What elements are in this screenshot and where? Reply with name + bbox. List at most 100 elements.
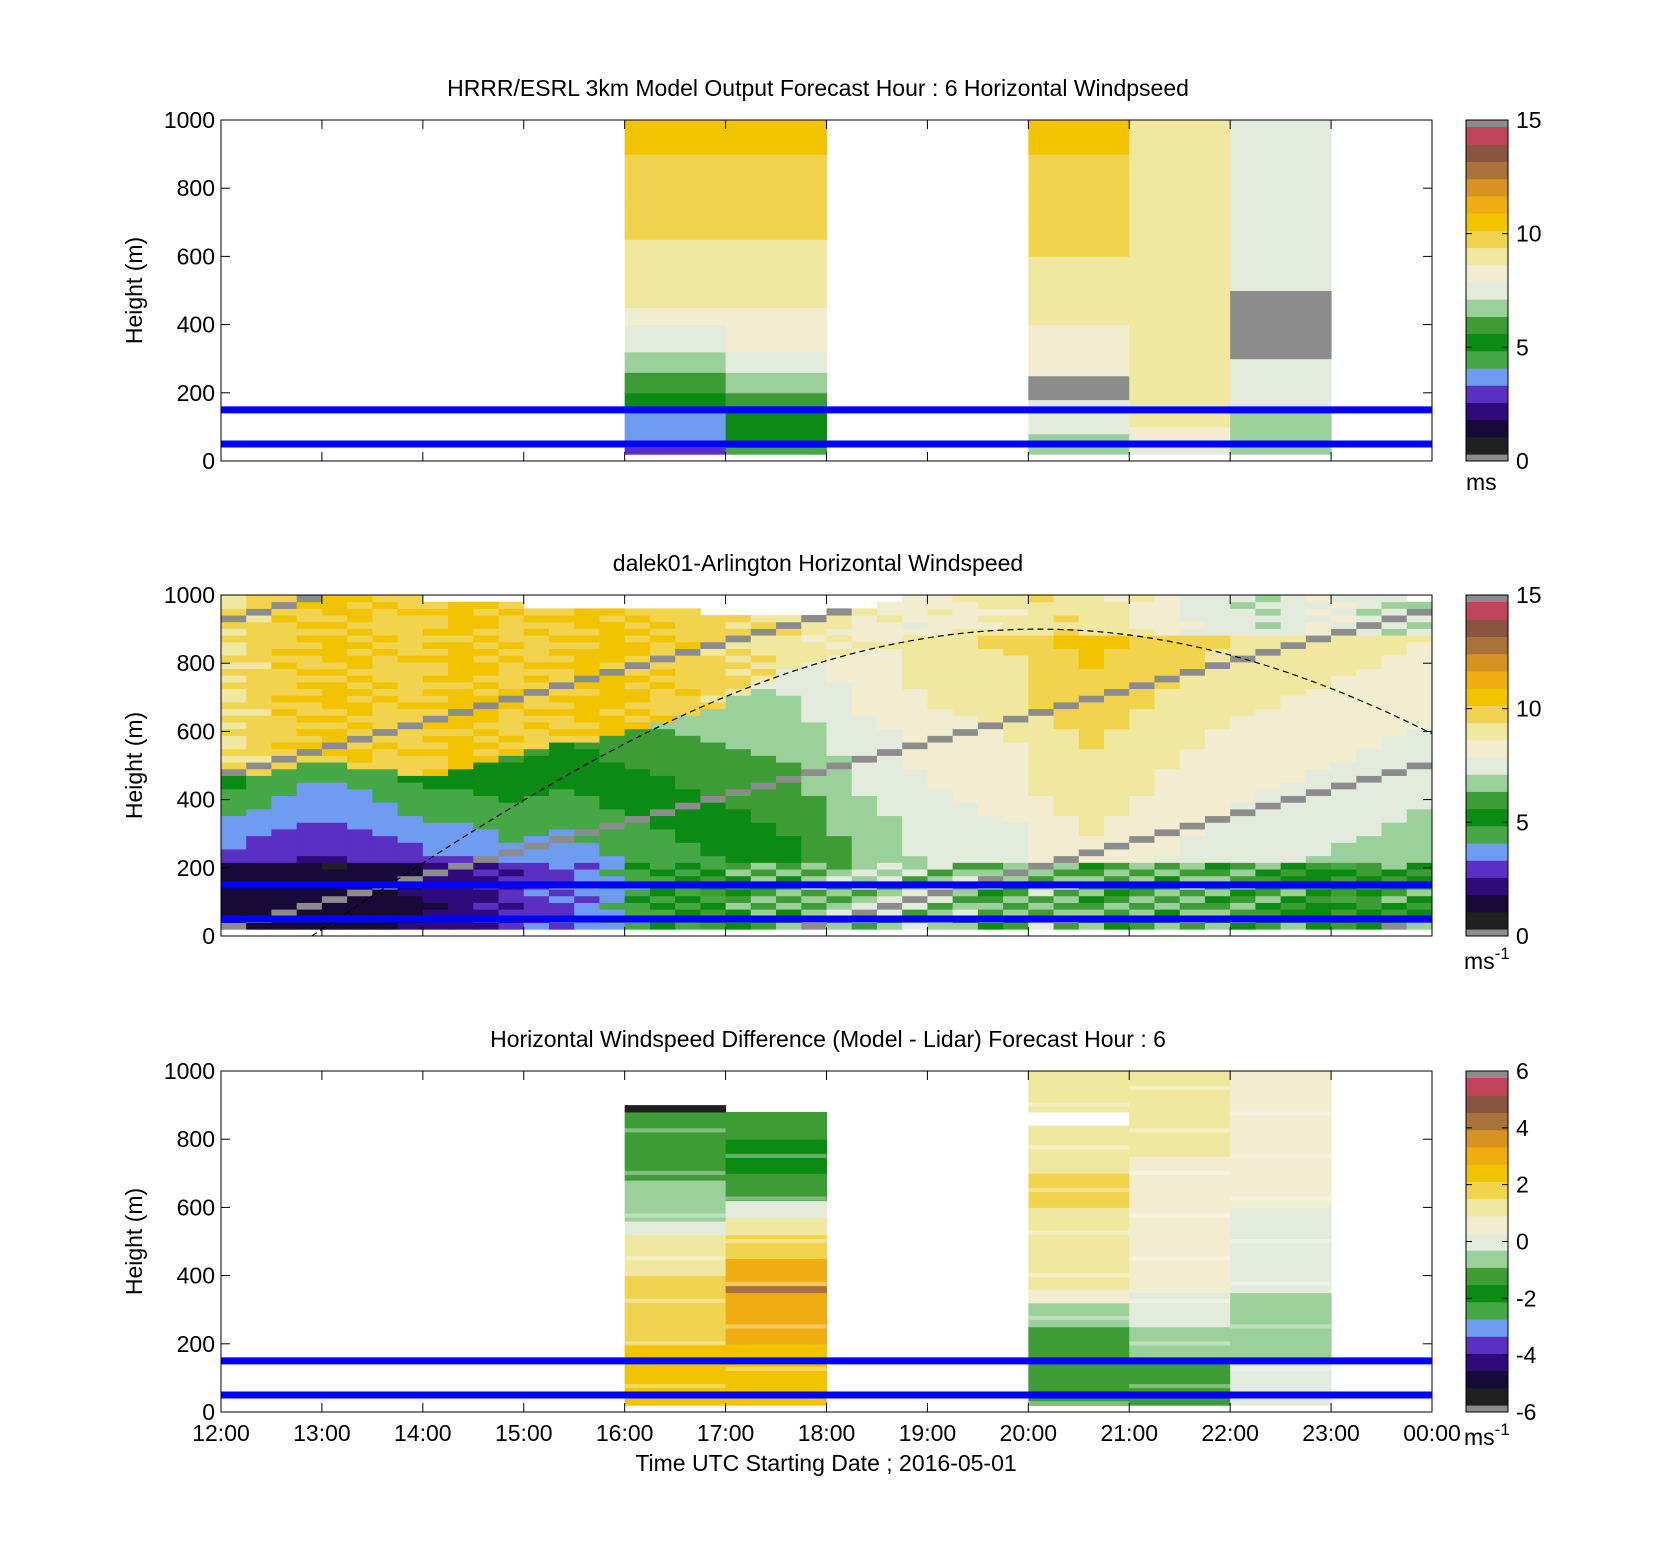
heatmap-cell <box>977 742 1004 750</box>
heatmap-cell <box>1104 922 1130 930</box>
colorbar-unit-label: ms-1 <box>1464 944 1510 974</box>
heatmap-cell <box>1154 615 1181 623</box>
heatmap-cell <box>296 795 323 803</box>
heatmap-cell <box>296 835 323 843</box>
panel-lidar-title: dalek01-Arlington Horizontal Windspeed <box>613 550 1023 576</box>
heatmap-cell <box>523 701 550 710</box>
heatmap-cell <box>977 681 1004 690</box>
heatmap-cell <box>1028 842 1055 850</box>
heatmap-cell <box>372 775 399 783</box>
heatmap-cell <box>347 815 373 823</box>
heatmap-cell <box>1129 695 1155 703</box>
heatmap-cell <box>624 695 651 703</box>
heatmap-cell <box>649 715 676 723</box>
heatmap-cell <box>952 675 979 683</box>
heatmap-cell <box>1204 701 1231 710</box>
heatmap-cell <box>321 808 348 817</box>
heatmap-cell <box>473 715 500 723</box>
heatmap-cell <box>801 775 827 783</box>
heatmap-cell <box>1078 768 1105 776</box>
heatmap-cell <box>1356 815 1383 823</box>
heatmap-cell-stripe <box>1129 1256 1231 1261</box>
heatmap-cell <box>776 715 802 723</box>
heatmap-cell <box>1255 822 1282 830</box>
heatmap-cell <box>1104 661 1130 670</box>
heatmap-cell <box>801 735 827 743</box>
heatmap-cell <box>1305 902 1332 910</box>
heatmap-cell <box>372 755 399 763</box>
heatmap-cell <box>927 808 954 817</box>
heatmap-cell <box>473 742 500 750</box>
heatmap-cell <box>1204 715 1231 723</box>
heatmap-cell <box>1280 762 1307 770</box>
heatmap-cell <box>1305 695 1332 703</box>
heatmap-cell <box>649 721 676 730</box>
heatmap-cell <box>1028 621 1055 629</box>
heatmap-cell <box>473 815 500 823</box>
heatmap-cell <box>776 721 802 730</box>
heatmap-cell <box>624 889 651 897</box>
heatmap-cell <box>1204 795 1231 803</box>
heatmap-cell <box>347 621 373 629</box>
x-tick-label: 22:00 <box>1201 1420 1259 1446</box>
heatmap-cell <box>952 742 979 750</box>
heatmap-cell <box>1154 768 1181 776</box>
heatmap-cell <box>927 835 954 843</box>
heatmap-cell <box>1104 848 1130 857</box>
heatmap-cell <box>1028 762 1055 770</box>
heatmap-cell <box>574 608 600 616</box>
heatmap-cell <box>548 835 575 843</box>
heatmap-cell <box>624 447 727 455</box>
heatmap-cell <box>574 721 600 730</box>
heatmap-cell <box>776 902 802 910</box>
heatmap-cell <box>1280 661 1307 670</box>
heatmap-cell <box>296 708 323 716</box>
heatmap-cell <box>675 668 701 676</box>
heatmap-cell <box>246 782 272 790</box>
heatmap-cell <box>422 608 449 616</box>
heatmap-cell <box>372 828 399 837</box>
heatmap-cell <box>952 795 979 803</box>
heatmap-cell <box>221 822 247 830</box>
heatmap-cell <box>927 668 954 676</box>
heatmap-cell <box>876 902 903 910</box>
heatmap-cell <box>271 675 298 683</box>
heatmap-cell <box>347 721 373 730</box>
heatmap-cell <box>927 728 954 736</box>
heatmap-cell <box>1255 762 1282 770</box>
heatmap-cell <box>902 922 928 930</box>
heatmap-cell-stripe <box>624 1128 726 1133</box>
heatmap-cell <box>675 762 701 770</box>
heatmap-cell <box>548 848 575 857</box>
heatmap-cell <box>1003 708 1029 716</box>
heatmap-cell <box>397 721 424 730</box>
heatmap-cell-stripe <box>1129 1128 1231 1133</box>
heatmap-cell <box>725 889 752 897</box>
heatmap-cell <box>599 922 626 930</box>
panel-model-x-ticks <box>220 120 1433 461</box>
heatmap-cell <box>876 922 903 930</box>
heatmap-cell <box>649 835 676 843</box>
heatmap-cell <box>1331 701 1357 710</box>
heatmap-cell <box>826 688 853 696</box>
heatmap-cell <box>1255 788 1282 797</box>
heatmap-cell <box>422 695 449 703</box>
colorbar-swatch <box>1466 1215 1508 1234</box>
heatmap-cell <box>700 681 727 690</box>
heatmap-cell <box>1129 875 1155 883</box>
heatmap-cell <box>952 595 979 603</box>
colorbar-swatch <box>1466 670 1508 689</box>
heatmap-cell <box>725 205 827 240</box>
heatmap-cell <box>1078 895 1105 903</box>
y-tick-label: 800 <box>177 175 215 201</box>
heatmap-cell <box>952 708 979 716</box>
heatmap-cell <box>296 628 323 636</box>
heatmap-cell <box>296 608 323 616</box>
heatmap-cell <box>776 661 802 670</box>
heatmap-cell <box>1179 641 1206 649</box>
heatmap-cell <box>801 615 827 623</box>
heatmap-cell <box>1129 835 1155 843</box>
heatmap-cell <box>1356 869 1383 877</box>
heatmap-cell <box>1154 788 1181 797</box>
heatmap-cell <box>1028 188 1130 223</box>
